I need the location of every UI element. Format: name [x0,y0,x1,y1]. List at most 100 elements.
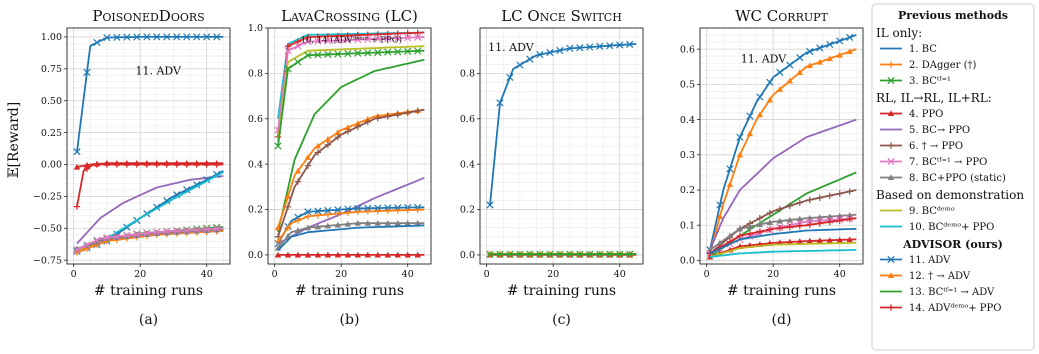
x-axis-label: # training runs [94,283,203,299]
legend-entry: 6. † → PPO [880,141,963,152]
data-point [606,250,614,258]
data-point [374,35,382,43]
data-point [414,29,421,36]
data-point [394,30,401,37]
data-point [83,68,91,76]
data-point [294,217,302,224]
data-point [394,251,401,258]
data-point [394,34,402,42]
data-point [314,207,322,215]
data-point [193,226,201,234]
data-point [334,251,342,258]
legend-group-heading: IL only: [876,26,922,40]
data-point [816,220,823,227]
y-tick-label: 0.0 [680,256,695,267]
data-point [756,215,764,222]
data-point [364,31,371,38]
y-tick-label: 0.25 [41,128,62,139]
series-11 [709,242,857,258]
data-point [776,86,784,92]
data-point [626,250,634,258]
legend-group-heading: ADVISOR (ours) [902,238,1003,251]
data-point [143,229,151,237]
data-point [756,228,764,235]
data-point [304,33,312,41]
series-line [709,242,857,258]
data-point [836,190,843,197]
legend-entry: 10. BCᵈᵉᵐᵒ+ PPO [880,222,994,233]
data-point [606,42,614,50]
data-point [414,206,421,213]
legend-label: 13. BCᵗᶠ⁼¹ → ADV [909,287,995,298]
data-point [133,33,141,41]
data-point [806,221,813,228]
data-point [354,49,362,57]
data-point [836,37,844,45]
y-tick-label: 0.2 [460,205,475,216]
data-point [324,135,332,142]
chart-panel-1: 0 20 40 1.00 0.75 0.50 0.25 0.00 −0.25 −0.50 −0.75… [33,7,231,328]
y-tick-label: 0.0 [248,250,263,261]
y-tick-label: 0.3 [680,150,695,161]
data-point [394,48,402,56]
data-point [354,251,362,258]
series-12 [709,249,857,258]
data-point [344,36,352,44]
data-point [284,193,292,199]
y-tick-label: 0.6 [680,44,695,55]
data-point [596,42,604,51]
panel-title: WC Corrupt [735,7,828,25]
data-point [93,236,101,244]
data-point [344,251,352,258]
data-point [103,161,111,168]
legend-label: 10. BCᵈᵉᵐᵒ+ PPO [909,222,994,233]
x-tick-label: 0 [704,269,710,280]
data-point [796,69,803,75]
data-point [213,225,221,233]
data-point [284,47,292,55]
data-point [324,141,332,149]
data-point [384,30,391,38]
data-point [123,161,131,168]
data-point [546,250,554,258]
series-1 [486,40,637,209]
data-point [304,154,312,160]
data-point [344,209,352,216]
legend-marker [887,157,895,166]
data-point [83,165,91,172]
data-point [123,33,131,41]
legend-group-heading: Based on demonstration [876,188,1024,202]
series-11 [274,206,425,245]
data-point [836,236,843,243]
data-point [536,250,544,258]
data-point [786,61,794,69]
y-tick-label: −0.50 [33,223,62,234]
data-point [796,222,803,230]
data-point [736,225,744,232]
y-tick-label: 0.6 [248,114,263,125]
x-tick-label: 40 [201,269,213,280]
legend-entry: 12. † → ADV [880,271,971,282]
data-point [294,38,302,45]
data-point [324,211,332,218]
data-point [274,142,282,150]
data-point [496,250,504,258]
y-tick-label: 0.4 [248,159,263,170]
series-line [489,43,637,206]
series-line [709,48,857,254]
data-point [374,207,381,215]
series-1 [73,33,224,156]
data-point [746,130,754,137]
x-axis-label: # training runs [727,283,836,299]
legend-label: 12. † → ADV [909,271,971,282]
data-point [414,219,421,226]
data-point [806,62,813,69]
data-point [374,31,381,38]
data-point [384,207,391,214]
y-tick-label: 0.00 [41,160,62,171]
y-tick-label: 0.8 [248,69,263,80]
data-point [143,161,151,168]
panel-annotation: 11. ADV [135,64,182,77]
data-point [163,161,170,168]
series-2 [706,48,857,256]
